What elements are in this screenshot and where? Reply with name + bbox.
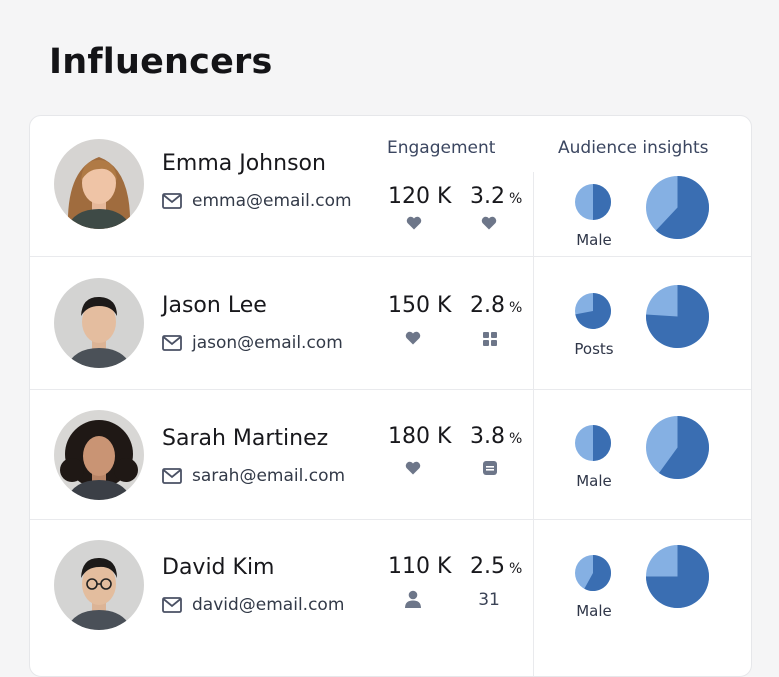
pie-slice-primary	[646, 285, 709, 348]
likes-count: 110 K	[388, 554, 452, 579]
email-address: emma@email.com	[192, 191, 352, 211]
heart-icon	[479, 216, 499, 230]
pie-slice-primary	[655, 176, 709, 239]
audience-label: Male	[576, 231, 612, 249]
grid-icon	[480, 332, 500, 346]
influencer-row[interactable]: Sarah Martinez sarah@email.com 180 K 3.8…	[30, 389, 751, 520]
audience-label: Male	[576, 472, 612, 490]
likes-count: 180 K	[388, 424, 452, 449]
engagement-header: Engagement	[387, 138, 496, 158]
engagement-rate: 3.2%	[470, 184, 523, 209]
heart-icon	[404, 216, 424, 230]
pie-slice-primary	[575, 293, 611, 329]
pie-slice-primary	[646, 545, 709, 608]
audience-label: Posts	[574, 340, 614, 358]
audience-small-pie	[575, 555, 611, 591]
audience-small-pie	[575, 425, 611, 461]
email-address: david@email.com	[192, 595, 345, 615]
likes-count: 150 K	[388, 293, 452, 318]
email-address: jason@email.com	[192, 333, 343, 353]
influencer-name: David Kim	[162, 555, 275, 580]
audience-large-pie	[646, 545, 709, 608]
audience-insights-header: Audience insights	[558, 138, 709, 158]
avatar[interactable]	[54, 139, 144, 229]
influencer-name: Jason Lee	[162, 293, 267, 318]
influencer-name: Emma Johnson	[162, 151, 326, 176]
audience-small-pie	[575, 184, 611, 220]
pie-slice-primary	[584, 555, 611, 591]
email-contact[interactable]: sarah@email.com	[162, 466, 345, 486]
mail-icon	[162, 468, 182, 484]
avatar[interactable]	[54, 278, 144, 368]
audience-large-pie	[646, 285, 709, 348]
audience-large-pie	[646, 176, 709, 239]
mail-icon	[162, 335, 182, 351]
heart-icon	[403, 331, 423, 345]
avatar[interactable]	[54, 540, 144, 630]
influencer-name: Sarah Martinez	[162, 426, 329, 451]
pie-slice-primary	[593, 425, 611, 461]
comment-count: 31	[478, 590, 500, 610]
heart-icon	[403, 461, 423, 475]
engagement-rate: 3.8%	[470, 424, 523, 449]
engagement-rate: 2.8%	[470, 293, 523, 318]
influencer-row[interactable]: Emma Johnson emma@email.com 120 K 3.2% M…	[30, 116, 751, 256]
likes-count: 120 K	[388, 184, 452, 209]
mail-icon	[162, 193, 182, 209]
email-contact[interactable]: emma@email.com	[162, 191, 352, 211]
email-contact[interactable]: jason@email.com	[162, 333, 343, 353]
page-title: Influencers	[49, 42, 273, 82]
influencer-row[interactable]: David Kim david@email.com 110 K 2.5% 31 …	[30, 519, 751, 676]
column-divider	[533, 172, 534, 676]
audience-large-pie	[646, 416, 709, 479]
engagement-rate: 2.5%	[470, 554, 523, 579]
pie-slice-primary	[658, 416, 709, 479]
pie-slice-primary	[593, 184, 611, 220]
audience-label: Male	[576, 602, 612, 620]
email-contact[interactable]: david@email.com	[162, 595, 344, 615]
avatar[interactable]	[54, 410, 144, 500]
influencer-row[interactable]: Jason Lee jason@email.com 150 K 2.8% Pos…	[30, 256, 751, 390]
audience-small-pie	[575, 293, 611, 329]
message-icon	[480, 461, 500, 475]
email-address: sarah@email.com	[192, 466, 346, 486]
influencers-card: Engagement Audience insights Emma Johnso…	[29, 115, 752, 677]
mail-icon	[162, 597, 182, 613]
person-icon	[403, 590, 423, 608]
